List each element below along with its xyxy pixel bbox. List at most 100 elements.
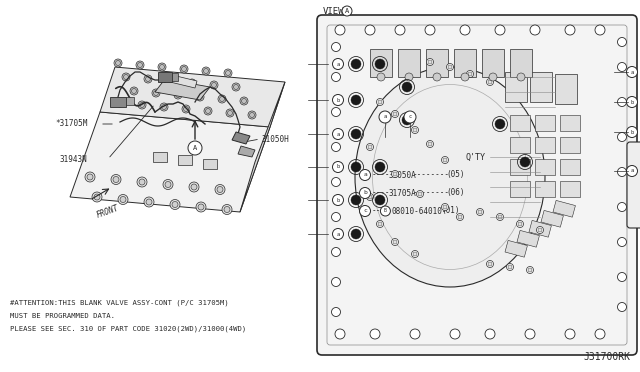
Circle shape (94, 194, 100, 200)
Circle shape (111, 174, 121, 185)
Circle shape (159, 64, 164, 70)
Circle shape (375, 162, 385, 172)
Circle shape (618, 202, 627, 212)
Circle shape (118, 100, 122, 106)
Circle shape (332, 73, 340, 81)
Bar (153, 152, 167, 162)
Circle shape (333, 128, 344, 140)
Circle shape (332, 247, 340, 257)
Circle shape (333, 58, 344, 70)
Bar (178, 155, 192, 165)
Circle shape (116, 99, 124, 107)
Circle shape (595, 25, 605, 35)
Circle shape (528, 268, 532, 272)
Circle shape (378, 222, 382, 226)
Circle shape (85, 172, 95, 182)
Bar (398, 49, 420, 77)
Circle shape (160, 103, 168, 111)
Circle shape (488, 262, 492, 266)
Text: b: b (337, 97, 340, 103)
Circle shape (196, 93, 204, 101)
Circle shape (234, 84, 239, 90)
Circle shape (210, 81, 218, 89)
Circle shape (442, 157, 449, 164)
Text: *31705M: *31705M (55, 119, 88, 128)
Circle shape (137, 177, 147, 187)
Text: (05): (05) (447, 170, 465, 180)
Circle shape (118, 195, 128, 205)
Circle shape (184, 106, 189, 112)
Circle shape (333, 195, 344, 205)
Polygon shape (238, 146, 255, 157)
Text: --: -- (372, 206, 381, 215)
Circle shape (332, 308, 340, 317)
Circle shape (250, 112, 255, 118)
Bar (560, 137, 580, 153)
Circle shape (332, 42, 340, 51)
FancyBboxPatch shape (627, 142, 640, 228)
Circle shape (538, 228, 542, 232)
Text: a: a (630, 70, 634, 74)
Bar (482, 49, 504, 77)
Circle shape (618, 38, 627, 46)
Text: c: c (408, 115, 412, 119)
Polygon shape (170, 75, 197, 88)
Text: A: A (345, 8, 349, 14)
Circle shape (370, 329, 380, 339)
Text: 31050A: 31050A (389, 170, 417, 180)
Circle shape (198, 204, 204, 210)
Bar (370, 49, 392, 77)
Circle shape (488, 80, 492, 84)
Text: b: b (337, 198, 340, 202)
Circle shape (360, 205, 371, 217)
Circle shape (518, 222, 522, 226)
Circle shape (447, 64, 454, 71)
Circle shape (166, 77, 174, 85)
Circle shape (379, 111, 391, 123)
Bar (541, 211, 563, 227)
Text: B: B (384, 208, 387, 214)
Bar (510, 159, 530, 175)
Circle shape (393, 172, 397, 176)
Circle shape (404, 111, 416, 123)
Circle shape (198, 94, 202, 99)
Circle shape (182, 67, 186, 71)
Bar (535, 115, 555, 131)
Text: 31705A: 31705A (389, 189, 417, 198)
Text: a: a (337, 61, 340, 67)
Circle shape (191, 184, 197, 190)
Circle shape (410, 329, 420, 339)
Circle shape (161, 105, 166, 109)
Polygon shape (70, 112, 270, 212)
Circle shape (458, 215, 462, 219)
Ellipse shape (355, 67, 545, 287)
Circle shape (175, 93, 180, 97)
Circle shape (456, 214, 463, 221)
Circle shape (375, 195, 385, 205)
Circle shape (145, 77, 150, 81)
Circle shape (368, 145, 372, 149)
Circle shape (152, 89, 160, 97)
Circle shape (477, 208, 483, 215)
Circle shape (627, 126, 637, 138)
Circle shape (114, 59, 122, 67)
Circle shape (188, 79, 196, 87)
Bar (510, 115, 530, 131)
Circle shape (393, 112, 397, 116)
Circle shape (486, 260, 493, 267)
Circle shape (392, 238, 399, 246)
Circle shape (467, 71, 474, 77)
Circle shape (333, 228, 344, 240)
Circle shape (380, 206, 390, 216)
Text: 31943N: 31943N (60, 154, 88, 164)
Bar (505, 240, 527, 257)
Circle shape (218, 95, 226, 103)
Circle shape (565, 25, 575, 35)
Circle shape (217, 186, 223, 192)
Circle shape (204, 68, 209, 74)
Circle shape (196, 202, 206, 212)
Polygon shape (100, 67, 285, 127)
Circle shape (497, 214, 504, 221)
Circle shape (332, 142, 340, 151)
Circle shape (418, 192, 422, 196)
